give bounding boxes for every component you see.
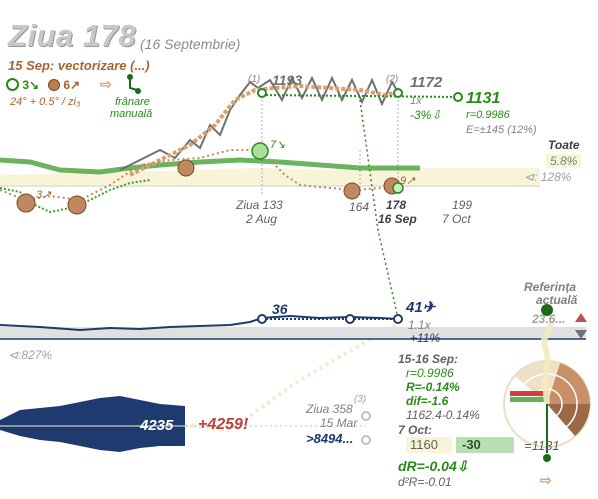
connector-cream [184, 323, 397, 433]
middle-change: +11% [410, 331, 441, 345]
bottom-current-value: 4235 [140, 417, 174, 434]
legend-brown-label: 6↗ [63, 78, 81, 92]
middle-marker-mid[interactable] [345, 314, 355, 324]
brown-circle-icon [48, 79, 60, 91]
stats-r: r=0.9986 [406, 366, 454, 380]
change-label: -3%⇩ [410, 108, 442, 122]
toate-pct: 5.8% [546, 154, 582, 168]
xtick-133-top: Ziua 133 [236, 198, 283, 212]
stats-dR: dR=-0.04⇩ [398, 458, 469, 474]
current-marker-label: (2) [386, 74, 399, 85]
middle-value-left: 36 [272, 301, 288, 317]
bottom-date-label: 15 Mar [320, 416, 358, 430]
gauge-band-green [510, 397, 548, 402]
stats-range-label: 15-16 Sep: [398, 352, 459, 366]
peak-marker[interactable] [257, 88, 267, 98]
legend-green-toggle[interactable]: 3↘ [6, 78, 39, 92]
bottom-marker-end[interactable] [361, 411, 371, 421]
arrow-up-icon[interactable] [575, 313, 587, 322]
bottom-day-label: Ziua 358 [306, 402, 353, 416]
xtick-178-bottom: 16 Sep [378, 212, 417, 226]
stats-d2R: d²R=-0.01 [398, 475, 452, 489]
stats-result: =1131 [524, 438, 560, 453]
bottom-future-value: >8494... [306, 431, 354, 446]
marker-7-label: 7↘ [270, 139, 286, 151]
r-value: r=0.9986 [466, 109, 510, 121]
gauge-band-red [510, 391, 548, 396]
page-title: Ziua 178 [8, 18, 137, 53]
middle-marker-left[interactable] [257, 314, 267, 324]
stats-dif: dif=-1.6 [406, 394, 449, 408]
bottom-marker-end2[interactable] [361, 435, 371, 445]
reference-label-1[interactable]: Referința [524, 280, 577, 294]
xtick-164-top: 164 [349, 200, 370, 214]
multiplier-label: 1x [410, 95, 422, 107]
middle-multiplier: 1.1x [408, 318, 431, 332]
peak-marker-label: (1) [248, 74, 261, 85]
braking-label-line2: manuală [110, 108, 153, 120]
marker-brown-b[interactable] [67, 195, 87, 215]
stats-R: R=-0.14% [406, 380, 460, 394]
bottom-delta: +4259! [198, 416, 249, 433]
reference-label-2: actuală [536, 293, 578, 307]
gauge-needle-trail [540, 320, 555, 405]
xtick-199-top: 199 [452, 198, 473, 212]
page-date: (16 Septembrie) [140, 36, 241, 52]
marker-green-9[interactable] [392, 182, 404, 194]
metric-label: 24° + 0.5° / zi₃ [10, 96, 81, 108]
gauge-forward-arrow-icon[interactable]: ⇨ [540, 472, 552, 488]
middle-ratio: ⊲:827% [8, 348, 53, 362]
grey-raw-series [119, 75, 399, 171]
braking-label-line1: frânare [115, 96, 150, 108]
xtick-133-bottom: 2 Aug [246, 212, 277, 226]
toate-ratio: ⊲: 128% [524, 170, 572, 184]
stats-adjust-field[interactable]: -30 [456, 437, 514, 453]
legend-green-label: 3↘ [22, 78, 40, 92]
e-value: E=±145 (12%) [466, 124, 537, 136]
toate-label[interactable]: Toate [548, 138, 580, 152]
stats-oct-label: 7 Oct: [398, 423, 433, 437]
marker-9-label: 9↗ [400, 175, 416, 187]
xtick-199-bottom: 7 Oct [442, 212, 471, 226]
green-circle-icon [6, 78, 19, 91]
gauge-sector-dark [547, 404, 590, 436]
braking-toggle-icon[interactable] [124, 72, 144, 101]
gauge-knob[interactable] [543, 454, 551, 462]
current-marker[interactable] [393, 88, 403, 98]
marker-brown-a[interactable] [16, 193, 36, 213]
marker-brown-d[interactable] [343, 182, 361, 200]
xtick-178-top: 178 [386, 198, 407, 212]
middle-marker-right[interactable] [393, 314, 403, 324]
bottom-day-marker: (3) [354, 394, 367, 405]
current-value: 1172 [410, 74, 443, 91]
target-marker[interactable] [453, 92, 463, 102]
reference-value: 23.6... [532, 312, 566, 326]
target-line [261, 94, 459, 98]
connector-green-down [359, 99, 399, 319]
arrow-down-icon[interactable] [575, 330, 587, 339]
top-chart-band [0, 168, 540, 185]
stats-calc: 1162.4-0.14% [406, 408, 480, 422]
peak-value: 1193 [272, 72, 303, 88]
legend-brown-toggle[interactable]: 6↗ [48, 78, 80, 92]
middle-chart-band [0, 327, 586, 339]
target-value[interactable]: 1131 [466, 90, 501, 107]
stats-input-field[interactable]: 1160 [406, 437, 452, 453]
middle-chart-series [0, 314, 399, 332]
page-subtitle[interactable]: 15 Sep: vectorizare (...) [8, 58, 150, 73]
marker-green-7[interactable] [251, 142, 269, 160]
reference-marker[interactable] [541, 304, 553, 316]
middle-value-right: 41✈ [406, 299, 436, 316]
bottom-waveform [0, 396, 185, 452]
marker-brown-c[interactable] [177, 159, 195, 177]
forward-arrow-icon[interactable]: ⇨ [100, 76, 112, 92]
green-trend-line [0, 157, 420, 175]
marker-3-label: 3↗ [36, 189, 52, 201]
